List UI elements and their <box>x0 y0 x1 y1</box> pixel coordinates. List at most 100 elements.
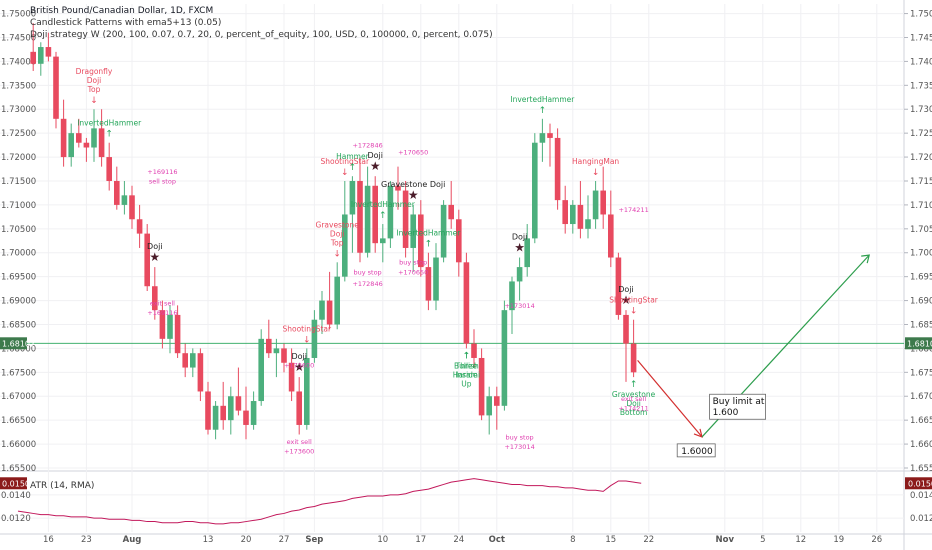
price-tick-label: 1.67000 <box>910 392 932 402</box>
time-tick-label: 22 <box>643 535 654 545</box>
time-tick-label: Nov <box>716 535 735 545</box>
candle-body <box>45 47 52 57</box>
doji-star-icon: ★ <box>294 360 305 374</box>
candle-body <box>570 204 576 225</box>
pattern-label: Top <box>330 238 344 247</box>
price-tick-label: 1.71500 <box>910 177 932 187</box>
buy-limit-note: Buy limit at <box>713 397 765 407</box>
price-tick-label-left: 1.67500 <box>1 368 36 378</box>
price-tick-label-left: 1.66500 <box>1 416 36 426</box>
price-tick-label: 1.68500 <box>910 320 932 330</box>
pattern-label: Hammer <box>336 152 369 161</box>
atr-legend[interactable]: ATR (14, RMA) <box>30 481 95 491</box>
candle-body <box>516 267 523 282</box>
price-tick-label-left: 1.74000 <box>1 57 36 67</box>
price-tick-label-left: 1.75000 <box>1 10 36 20</box>
pattern-arrow-icon: ↑ <box>463 351 471 361</box>
candle-body <box>554 137 561 201</box>
candle-body <box>76 133 82 143</box>
price-tick-label: 1.74000 <box>910 57 932 67</box>
pattern-label: Doji <box>147 242 163 251</box>
candle-body <box>152 286 158 311</box>
trade-signal-label: sell stop <box>149 177 176 185</box>
price-tick-label-left: 1.68500 <box>1 320 36 330</box>
price-tick-label-left: 1.70500 <box>1 225 36 235</box>
trade-signal-label: +173014 <box>504 443 534 451</box>
candle-body <box>258 338 264 402</box>
pattern-label: Three <box>455 361 478 370</box>
price-tick-label: 1.72000 <box>910 153 932 163</box>
time-tick-label: 10 <box>377 535 388 545</box>
price-tick-label: 1.69000 <box>910 297 932 307</box>
price-tick-label-left: 1.71500 <box>1 177 36 187</box>
pattern-label: ShootingStar <box>609 296 659 305</box>
pattern-arrow-icon: ↑ <box>463 351 471 361</box>
pattern-label: Bullish <box>454 361 479 370</box>
price-tick-label: 1.75000 <box>910 10 932 20</box>
price-tick-label-left: 1.65500 <box>1 464 36 474</box>
price-tick-label-left: 1.66000 <box>1 440 36 450</box>
candle-body <box>547 133 553 138</box>
candle-body <box>501 310 508 406</box>
indicator-label[interactable]: Candlestick Patterns with ema5+13 (0.05) <box>30 18 222 28</box>
price-target-box <box>676 443 716 458</box>
pattern-label: InvertedHammer <box>77 119 142 128</box>
candle-body <box>402 190 409 248</box>
candle-body <box>311 319 318 358</box>
candle-body <box>433 257 439 301</box>
pattern-arrow-icon: ↑ <box>349 163 357 173</box>
pattern-label: Top <box>87 85 101 94</box>
candle-body <box>623 314 629 344</box>
price-tick-label: 1.70000 <box>910 249 932 259</box>
pattern-label: Doji <box>291 352 307 361</box>
atr-tick-label-left: 0.0140 <box>1 491 31 501</box>
candle-body <box>91 128 97 148</box>
trade-signal-label: +170650 <box>398 149 428 157</box>
pattern-arrow-icon: ↑ <box>630 380 638 390</box>
price-tick-label-left: 1.71000 <box>1 201 36 211</box>
candle-body <box>440 204 447 258</box>
candle-body <box>448 204 454 220</box>
trade-signal-label: exit sell <box>287 438 312 446</box>
pattern-label: Doji <box>367 151 383 160</box>
time-tick-label: 26 <box>871 535 882 545</box>
symbol-title[interactable]: British Pound/Canadian Dollar, 1D, FXCM <box>30 6 214 16</box>
pattern-arrow-icon: ↓ <box>592 168 600 178</box>
price-tick-label-left: 1.72500 <box>1 129 36 139</box>
price-tick-label: 1.65500 <box>910 464 932 474</box>
price-tick-label: 1.73500 <box>910 81 932 91</box>
time-tick-label: 15 <box>605 535 616 545</box>
candle-body <box>387 185 394 239</box>
price-tick-label-left: 1.73000 <box>1 105 36 115</box>
atr-last-badge-left <box>0 477 27 490</box>
pattern-label: InvertedHammer <box>351 200 416 209</box>
price-tick-label-left: 1.69000 <box>1 297 36 307</box>
price-tick-label: 1.70500 <box>910 225 932 235</box>
trade-signal-label: +172846 <box>352 280 382 288</box>
candle-body <box>296 391 302 425</box>
pattern-arrow-icon: ↑ <box>539 106 547 116</box>
candle-body <box>425 267 432 301</box>
buy-limit-note: 1.600 <box>713 408 739 418</box>
pattern-arrow-icon: ↓ <box>630 307 638 317</box>
candle-body <box>471 343 477 358</box>
pattern-label: Doji <box>87 76 102 85</box>
trade-signal-label: +173600 <box>284 362 314 370</box>
time-tick-label: Sep <box>305 535 323 545</box>
strategy-label[interactable]: Doji strategy W (200, 100, 0.07, 0.7, 20… <box>30 30 493 40</box>
candle-body <box>585 219 591 229</box>
candle-body <box>577 204 584 229</box>
trade-signal-label: buy stop <box>353 268 381 276</box>
chart-legend: British Pound/Canadian Dollar, 1D, FXCM … <box>30 5 493 41</box>
pattern-label: Doji <box>618 285 634 294</box>
pattern-arrow-icon: ↑ <box>105 130 113 140</box>
pattern-label: Up <box>461 379 471 388</box>
price-tick-label: 1.69500 <box>910 273 932 283</box>
pattern-arrow-icon: ↑ <box>379 211 387 221</box>
pattern-label: Doji <box>330 229 345 238</box>
pattern-label: Gravestone <box>612 390 656 399</box>
candle-body <box>486 396 492 416</box>
candle-body <box>509 281 515 311</box>
pattern-label: ShootingStar <box>282 324 332 333</box>
